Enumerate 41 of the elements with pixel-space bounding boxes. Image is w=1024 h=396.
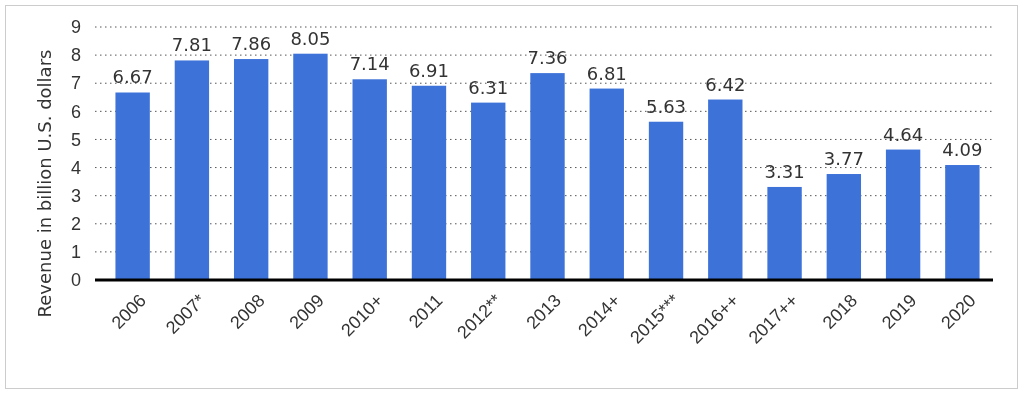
data-label: 5.63 <box>645 95 687 117</box>
bar <box>648 121 684 280</box>
y-tick-label: 5 <box>70 129 81 150</box>
data-label: 3.77 <box>823 148 864 170</box>
data-label: 6.81 <box>586 62 627 84</box>
bar <box>411 85 447 280</box>
data-label: 6.42 <box>705 73 746 95</box>
y-tick-label: 3 <box>70 185 81 206</box>
bar <box>589 88 624 280</box>
y-tick-label: 6 <box>70 101 81 122</box>
data-label: 6.31 <box>468 76 509 98</box>
y-tick-label: 1 <box>70 242 81 263</box>
data-label: 7.81 <box>171 34 212 56</box>
y-tick-label: 7 <box>70 73 81 94</box>
bar <box>826 174 862 280</box>
bar <box>885 149 921 280</box>
data-label: 6.91 <box>408 59 450 81</box>
data-label: 6.67 <box>112 66 153 88</box>
data-label: 7.14 <box>349 53 390 75</box>
bar <box>708 99 743 280</box>
bar <box>115 92 150 280</box>
data-label: 3.31 <box>764 160 805 182</box>
y-axis-title: Revenue in billion U.S. dollars <box>34 49 55 318</box>
data-label: 4.64 <box>883 123 924 145</box>
y-tick-label: 8 <box>70 45 81 66</box>
y-tick-label: 2 <box>70 214 81 235</box>
y-tick-label: 9 <box>70 17 81 38</box>
bar <box>767 186 802 280</box>
bar <box>174 60 210 280</box>
data-label: 7.86 <box>231 33 272 55</box>
data-label: 7.36 <box>527 47 568 69</box>
data-label: 8.05 <box>290 27 331 49</box>
bar <box>233 59 269 280</box>
bar <box>352 79 387 280</box>
data-label: 4.09 <box>942 139 983 161</box>
y-tick-label: 0 <box>70 270 81 291</box>
bar <box>945 165 980 280</box>
y-tick-label: 4 <box>70 157 81 178</box>
bar <box>471 102 506 280</box>
bar <box>530 73 565 280</box>
bar <box>293 53 328 280</box>
